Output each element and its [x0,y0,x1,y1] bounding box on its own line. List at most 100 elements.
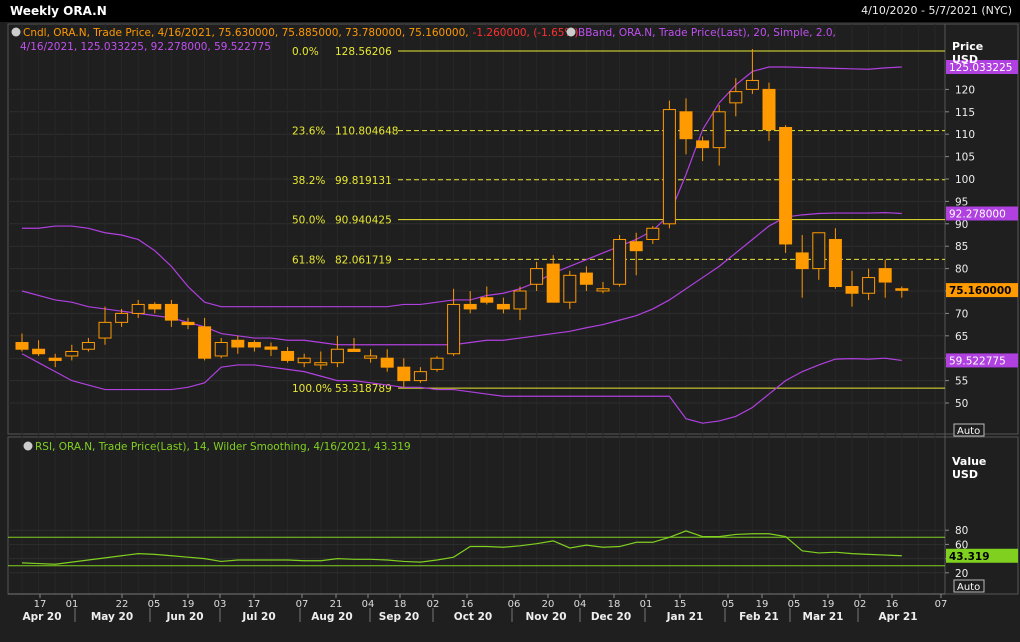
candle [214,338,228,359]
candle [48,353,62,368]
candle-body [65,350,79,357]
x-day-label: 17 [248,599,261,610]
x-day-label: 17 [34,599,47,610]
price-auto-button[interactable]: Auto [953,423,985,437]
price-legend: Cndl, ORA.N, Trade Price, 4/16/2021, 75.… [11,27,836,53]
candle-body [347,348,361,352]
candle-body [513,290,527,310]
x-day-label: 03 [214,599,227,610]
candle-body [81,342,95,350]
rsi-line [21,530,902,565]
candle-body [231,339,245,348]
x-day-label: 04 [362,599,375,610]
candle [148,302,162,314]
price-tick-label: 100 [955,174,975,186]
candle-body [297,357,311,364]
tag-last-price: 75.160000 [949,285,1011,297]
price-axis-title: Price [952,40,983,53]
x-month-label: Jun 20 [165,611,203,623]
candle [646,226,660,244]
candle-body [214,342,228,357]
legend-toggle-icon[interactable] [11,27,21,37]
price-tick-label: 65 [955,331,968,343]
x-day-label: 19 [182,599,195,610]
fib-value-label: 90.940425 [335,215,392,227]
candle-body [895,288,909,291]
candle [795,235,809,298]
tag-bb-lower-bg [946,353,1018,368]
candle [397,358,411,388]
candle [496,297,510,314]
candle [314,351,328,370]
candle-body [463,303,477,310]
candle [65,344,79,361]
legend-toggle-icon[interactable] [566,27,576,37]
rsi-tick-label: 80 [955,525,968,537]
x-day-label: 05 [722,599,735,610]
candle [364,349,378,363]
candle-body [264,346,278,350]
candle-body [430,357,444,370]
candle-body [164,303,178,321]
fib-value-label: 128.56206 [335,46,392,58]
candle [281,347,295,363]
rsi-tick-label: 60 [955,539,968,551]
candle-body [281,350,295,361]
x-day-label: 04 [574,599,587,610]
price-tick-label: 105 [955,152,975,164]
tag-last-price-bg [946,283,1018,298]
x-day-label: 05 [148,599,161,610]
x-day-label: 07 [296,599,309,610]
rsi-axis-unit: USD [952,468,978,481]
candle [895,286,909,298]
rsi-auto-button[interactable]: Auto [953,579,985,593]
candle [447,288,461,356]
fib-percent-label: 61.8% [292,254,325,266]
candle [81,338,95,352]
price-tick-label: 85 [955,241,968,253]
candle [297,353,311,368]
x-day-label: 16 [461,599,474,610]
rsi-legend: RSI, ORA.N, Trade Price(Last), 14, Wilde… [23,441,411,453]
price-tick-label: 80 [955,264,968,276]
x-month-label: Mar 21 [803,611,844,623]
axes: 5055606570758085909510010511011512020406… [8,84,975,623]
bband-upper-line [22,66,902,308]
price-tick-label: 110 [955,129,975,141]
legend-toggle-icon[interactable] [23,441,33,451]
candle [878,259,892,298]
candle [131,299,145,318]
candle [579,266,593,291]
price-tick-label: 90 [955,219,968,231]
rsi-panel [7,436,1019,595]
candle-body [779,126,793,245]
candle [696,136,710,162]
date-range: 4/10/2020 - 5/7/2021 (NYC) [861,4,1012,17]
x-day-label: 20 [542,599,555,610]
candle-body [115,312,129,323]
candle [463,291,477,314]
candle [563,270,577,309]
x-month-label: Aug 20 [311,611,352,623]
x-day-label: 01 [66,599,79,610]
candle-body [447,303,461,355]
candle-body [712,111,726,149]
candle [513,286,527,321]
candle [380,349,394,372]
candle [596,282,610,294]
bband-lower-line [21,353,902,424]
x-month-label: Feb 21 [739,611,779,623]
candle-body [662,109,676,225]
candles [15,49,909,388]
candle-body [480,297,494,303]
candle [480,286,494,305]
candle [712,105,726,166]
candle-body [98,321,112,339]
candle-body [762,88,776,131]
candle-body [546,263,560,303]
candle [845,270,859,307]
candle [115,308,129,327]
candle-body [364,355,378,359]
candle-body [646,227,660,240]
